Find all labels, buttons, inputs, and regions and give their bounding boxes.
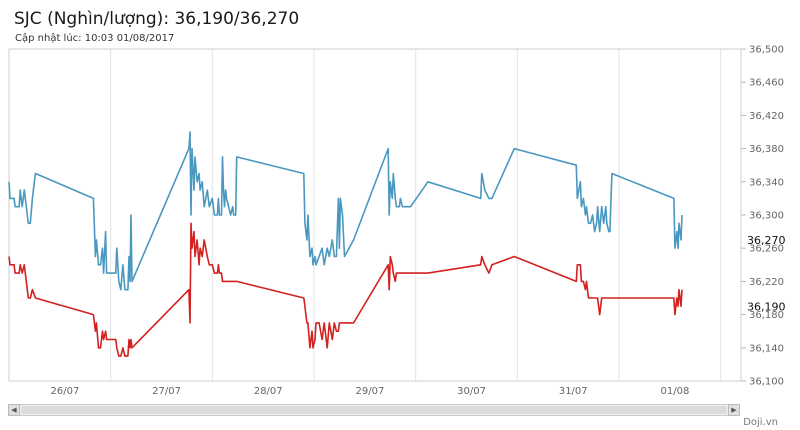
x-tick-label: 31/07: [559, 386, 588, 397]
chart-grid: [110, 49, 722, 381]
y-tick-label: 36,420: [749, 111, 784, 122]
x-tick-label: 29/07: [356, 386, 385, 397]
last-value-label: 36,190: [747, 300, 786, 313]
y-tick-label: 36,340: [749, 177, 784, 188]
y-tick-label: 36,300: [749, 211, 784, 222]
plot-border: [8, 48, 742, 382]
last-value-labels: 36,270 36,190: [747, 234, 786, 313]
y-tick-label: 36,220: [749, 277, 784, 288]
y-tick-label: 36,180: [749, 310, 784, 321]
chart-series-lines: [8, 131, 683, 357]
chart-title: SJC (Nghìn/lượng): 36,190/36,270: [14, 9, 300, 29]
plot-area-border: [8, 48, 742, 382]
y-tick-label: 36,460: [749, 78, 784, 89]
x-tick-label: 27/07: [152, 386, 181, 397]
buy-price-line: [8, 222, 683, 357]
y-tick-label: 36,260: [749, 244, 784, 255]
sell-price-line: [8, 131, 683, 291]
y-tick-label: 36,100: [749, 377, 784, 388]
source-credit: Doji.vn: [743, 417, 778, 428]
arrow-right-icon[interactable]: ▶: [728, 404, 740, 416]
updated-timestamp: Cập nhật lúc: 10:03 01/08/2017: [15, 33, 175, 44]
x-tick-label: 26/07: [51, 386, 80, 397]
y-axis: 36,100 36,140 36,180 36,220 36,260 36,300 36,3…: [741, 45, 784, 388]
y-tick-label: 36,380: [749, 144, 784, 155]
arrow-left-icon[interactable]: ◀: [8, 404, 20, 416]
scrollbar-thumb[interactable]: [21, 406, 727, 414]
x-axis: 26/07 27/07 28/07 29/07 30/07 31/07 01/08: [51, 386, 690, 397]
x-tick-label: 01/08: [661, 386, 690, 397]
y-tick-label: 36,500: [749, 45, 784, 56]
y-tick-label: 36,140: [749, 343, 784, 354]
x-tick-label: 28/07: [254, 386, 283, 397]
x-tick-label: 30/07: [457, 386, 486, 397]
chart-scrollbar[interactable]: ◀ ▶: [8, 404, 740, 416]
last-value-label: 36,270: [747, 234, 786, 247]
